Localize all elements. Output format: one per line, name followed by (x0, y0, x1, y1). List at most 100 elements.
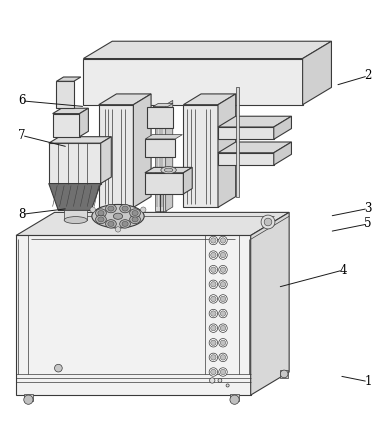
Circle shape (219, 338, 227, 347)
Text: 7: 7 (18, 129, 25, 142)
Bar (24, 394, 33, 401)
Ellipse shape (120, 204, 130, 213)
Ellipse shape (105, 204, 116, 213)
Circle shape (219, 266, 227, 274)
Text: 8: 8 (18, 208, 25, 221)
Ellipse shape (108, 222, 114, 226)
Circle shape (220, 296, 226, 301)
Ellipse shape (113, 213, 123, 219)
Polygon shape (99, 174, 101, 180)
Circle shape (220, 340, 226, 345)
Polygon shape (101, 137, 111, 183)
Polygon shape (218, 153, 274, 165)
Ellipse shape (96, 209, 106, 217)
Polygon shape (236, 87, 239, 197)
Circle shape (211, 340, 216, 345)
Ellipse shape (105, 220, 116, 228)
Bar (155, 105, 166, 211)
Polygon shape (145, 173, 183, 194)
Circle shape (219, 280, 227, 289)
Circle shape (211, 267, 216, 272)
Circle shape (220, 369, 226, 375)
Circle shape (218, 379, 222, 382)
Circle shape (220, 355, 226, 360)
Circle shape (209, 280, 218, 289)
Circle shape (209, 338, 218, 347)
Polygon shape (303, 41, 332, 105)
Circle shape (219, 368, 227, 376)
Polygon shape (145, 135, 182, 139)
Polygon shape (218, 127, 274, 139)
Polygon shape (83, 41, 332, 59)
Polygon shape (16, 235, 251, 395)
Ellipse shape (120, 220, 130, 228)
Circle shape (209, 251, 218, 259)
Circle shape (211, 238, 216, 243)
Text: 4: 4 (339, 264, 347, 277)
Polygon shape (274, 142, 291, 165)
Ellipse shape (122, 222, 128, 226)
Polygon shape (99, 94, 151, 105)
Circle shape (219, 324, 227, 333)
Circle shape (261, 215, 275, 229)
Polygon shape (49, 137, 111, 143)
Circle shape (211, 325, 216, 331)
Polygon shape (52, 114, 80, 137)
Ellipse shape (64, 217, 87, 223)
Circle shape (209, 368, 218, 376)
Circle shape (219, 251, 227, 259)
Ellipse shape (130, 209, 141, 217)
Text: 6: 6 (18, 94, 25, 107)
Circle shape (90, 207, 95, 212)
Circle shape (220, 267, 226, 272)
Circle shape (219, 295, 227, 303)
Circle shape (211, 355, 216, 360)
Circle shape (24, 395, 33, 404)
Circle shape (211, 311, 216, 316)
Circle shape (226, 384, 229, 387)
Circle shape (220, 238, 226, 243)
Circle shape (209, 353, 218, 361)
Polygon shape (145, 139, 175, 157)
Ellipse shape (98, 210, 104, 215)
Polygon shape (134, 94, 151, 207)
Circle shape (220, 252, 226, 258)
Circle shape (211, 369, 216, 375)
Circle shape (211, 281, 216, 287)
Circle shape (211, 252, 216, 258)
Ellipse shape (130, 215, 141, 224)
Polygon shape (218, 142, 291, 153)
Polygon shape (218, 116, 291, 127)
Ellipse shape (122, 206, 128, 211)
Polygon shape (80, 108, 88, 137)
Polygon shape (56, 81, 74, 108)
Circle shape (211, 296, 216, 301)
Circle shape (219, 309, 227, 318)
Ellipse shape (161, 166, 176, 174)
Circle shape (220, 325, 226, 331)
Polygon shape (251, 212, 289, 395)
Ellipse shape (98, 217, 104, 222)
Circle shape (280, 370, 288, 378)
Bar (279, 370, 288, 378)
Bar (64, 210, 87, 220)
Circle shape (264, 218, 272, 226)
Circle shape (141, 207, 146, 212)
Polygon shape (83, 59, 303, 105)
Circle shape (209, 309, 218, 318)
Circle shape (115, 227, 121, 232)
Circle shape (54, 365, 62, 372)
Circle shape (210, 378, 215, 383)
Ellipse shape (92, 204, 144, 228)
Polygon shape (49, 143, 101, 183)
Polygon shape (183, 105, 218, 207)
Circle shape (209, 324, 218, 333)
Ellipse shape (132, 217, 138, 222)
Polygon shape (99, 105, 134, 207)
Polygon shape (52, 108, 88, 114)
Ellipse shape (132, 210, 138, 215)
Circle shape (209, 266, 218, 274)
Text: 1: 1 (364, 375, 372, 388)
Circle shape (219, 236, 227, 245)
Circle shape (219, 353, 227, 361)
